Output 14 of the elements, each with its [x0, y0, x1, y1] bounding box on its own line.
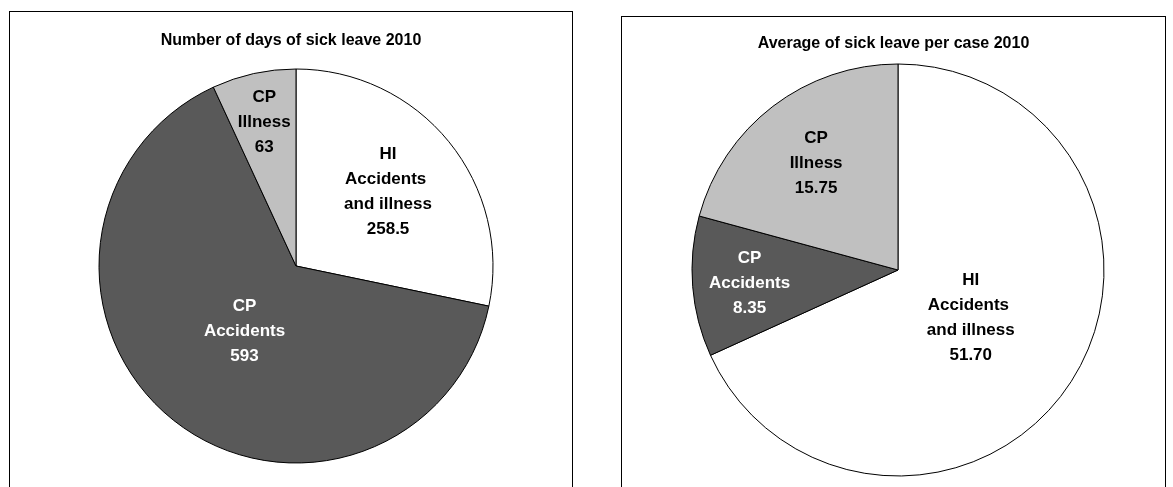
data-label: 593	[230, 346, 259, 366]
slice-label: HI Accidents and illness	[344, 144, 432, 214]
chart-title: Average of sick leave per case 2010	[757, 33, 1030, 51]
slice-label: CP Illness	[789, 128, 843, 173]
slice-label: HI Accidents and illness	[926, 269, 1015, 339]
slice-label: CP Illness	[237, 86, 291, 131]
data-label: 8.35	[733, 297, 767, 317]
slice-label: CP Accidents	[708, 247, 791, 292]
slice-label: CP Accidents	[203, 296, 286, 341]
data-label: 15.75	[794, 178, 838, 198]
chart-title: Number of days of sick leave 2010	[160, 30, 422, 48]
data-label: 51.70	[949, 344, 993, 364]
data-label: 258.5	[366, 219, 410, 239]
data-label: 63	[254, 136, 274, 156]
